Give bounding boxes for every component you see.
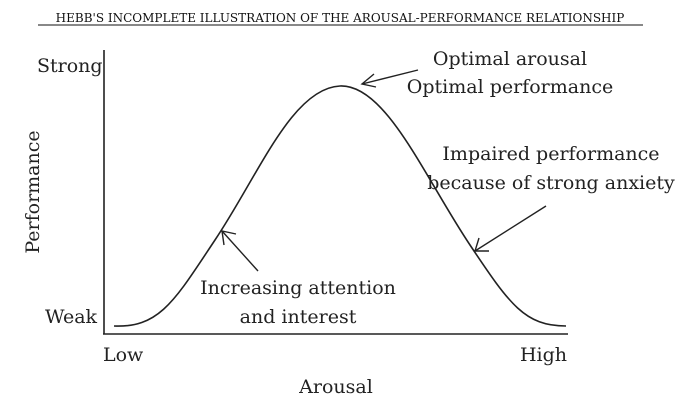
- impaired-arrow: [474, 205, 547, 252]
- peak-annotation-line1: Optimal arousal: [433, 48, 587, 70]
- y-axis-high-label: Strong: [37, 55, 103, 77]
- impaired-annotation-line1: Impaired performance: [442, 143, 659, 165]
- y-axis-low-label: Weak: [45, 306, 98, 328]
- arousal-performance-curve: [113, 85, 567, 327]
- peak-annotation-line2: Optimal performance: [407, 76, 613, 98]
- attention-annotation-line1: Increasing attention: [200, 277, 396, 299]
- y-axis-title: Performance: [22, 130, 44, 253]
- attention-annotation-line2: and interest: [240, 306, 357, 328]
- x-axis-high-label: High: [520, 344, 567, 366]
- peak-arrow: [360, 69, 419, 88]
- x-axis-title: Arousal: [298, 376, 373, 398]
- diagram-title: HEBB'S INCOMPLETE ILLUSTRATION OF THE AR…: [56, 11, 625, 25]
- impaired-annotation-line2: because of strong anxiety: [427, 172, 675, 194]
- attention-arrow: [221, 230, 259, 272]
- x-axis-low-label: Low: [103, 344, 144, 366]
